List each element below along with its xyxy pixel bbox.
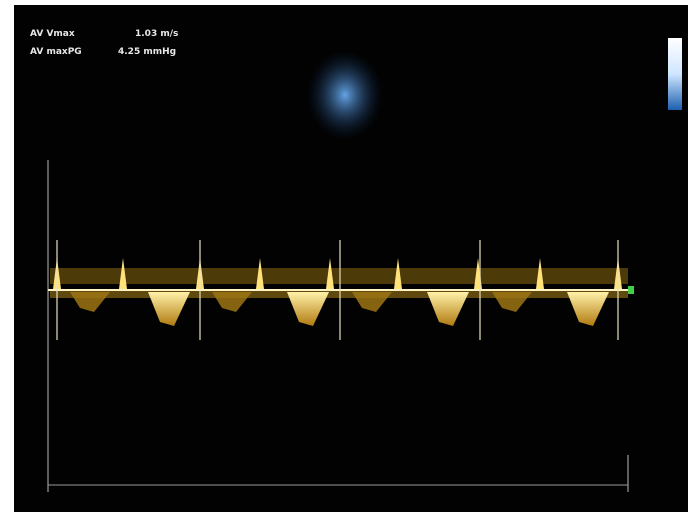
spectral-band xyxy=(50,290,628,298)
sector-image xyxy=(307,50,383,140)
flow-spike xyxy=(394,258,402,289)
flow-envelope xyxy=(212,292,252,312)
flow-envelope xyxy=(492,292,532,312)
flow-envelope xyxy=(287,292,329,326)
measure-value: 4.25 mmHg xyxy=(118,47,176,57)
flow-envelope xyxy=(148,292,190,326)
measure-value: 1.03 m/s xyxy=(135,29,178,39)
flow-envelope xyxy=(427,292,469,326)
flow-spike xyxy=(536,258,544,289)
flow-spike xyxy=(119,258,127,289)
flow-envelope xyxy=(567,292,609,326)
doppler-waves xyxy=(53,240,622,340)
flow-envelope xyxy=(70,292,110,312)
measure-label: AV Vmax xyxy=(30,29,75,39)
flow-spike xyxy=(326,258,334,289)
baseline-marker xyxy=(628,286,634,294)
measurements: AV Vmax 1.03 m/s AV maxPG 4.25 mmHg xyxy=(30,29,178,57)
flow-envelope xyxy=(352,292,392,312)
flow-spike xyxy=(256,258,264,289)
measure-label: AV maxPG xyxy=(30,47,82,57)
spectral-band xyxy=(50,268,628,284)
color-bar xyxy=(668,38,682,110)
